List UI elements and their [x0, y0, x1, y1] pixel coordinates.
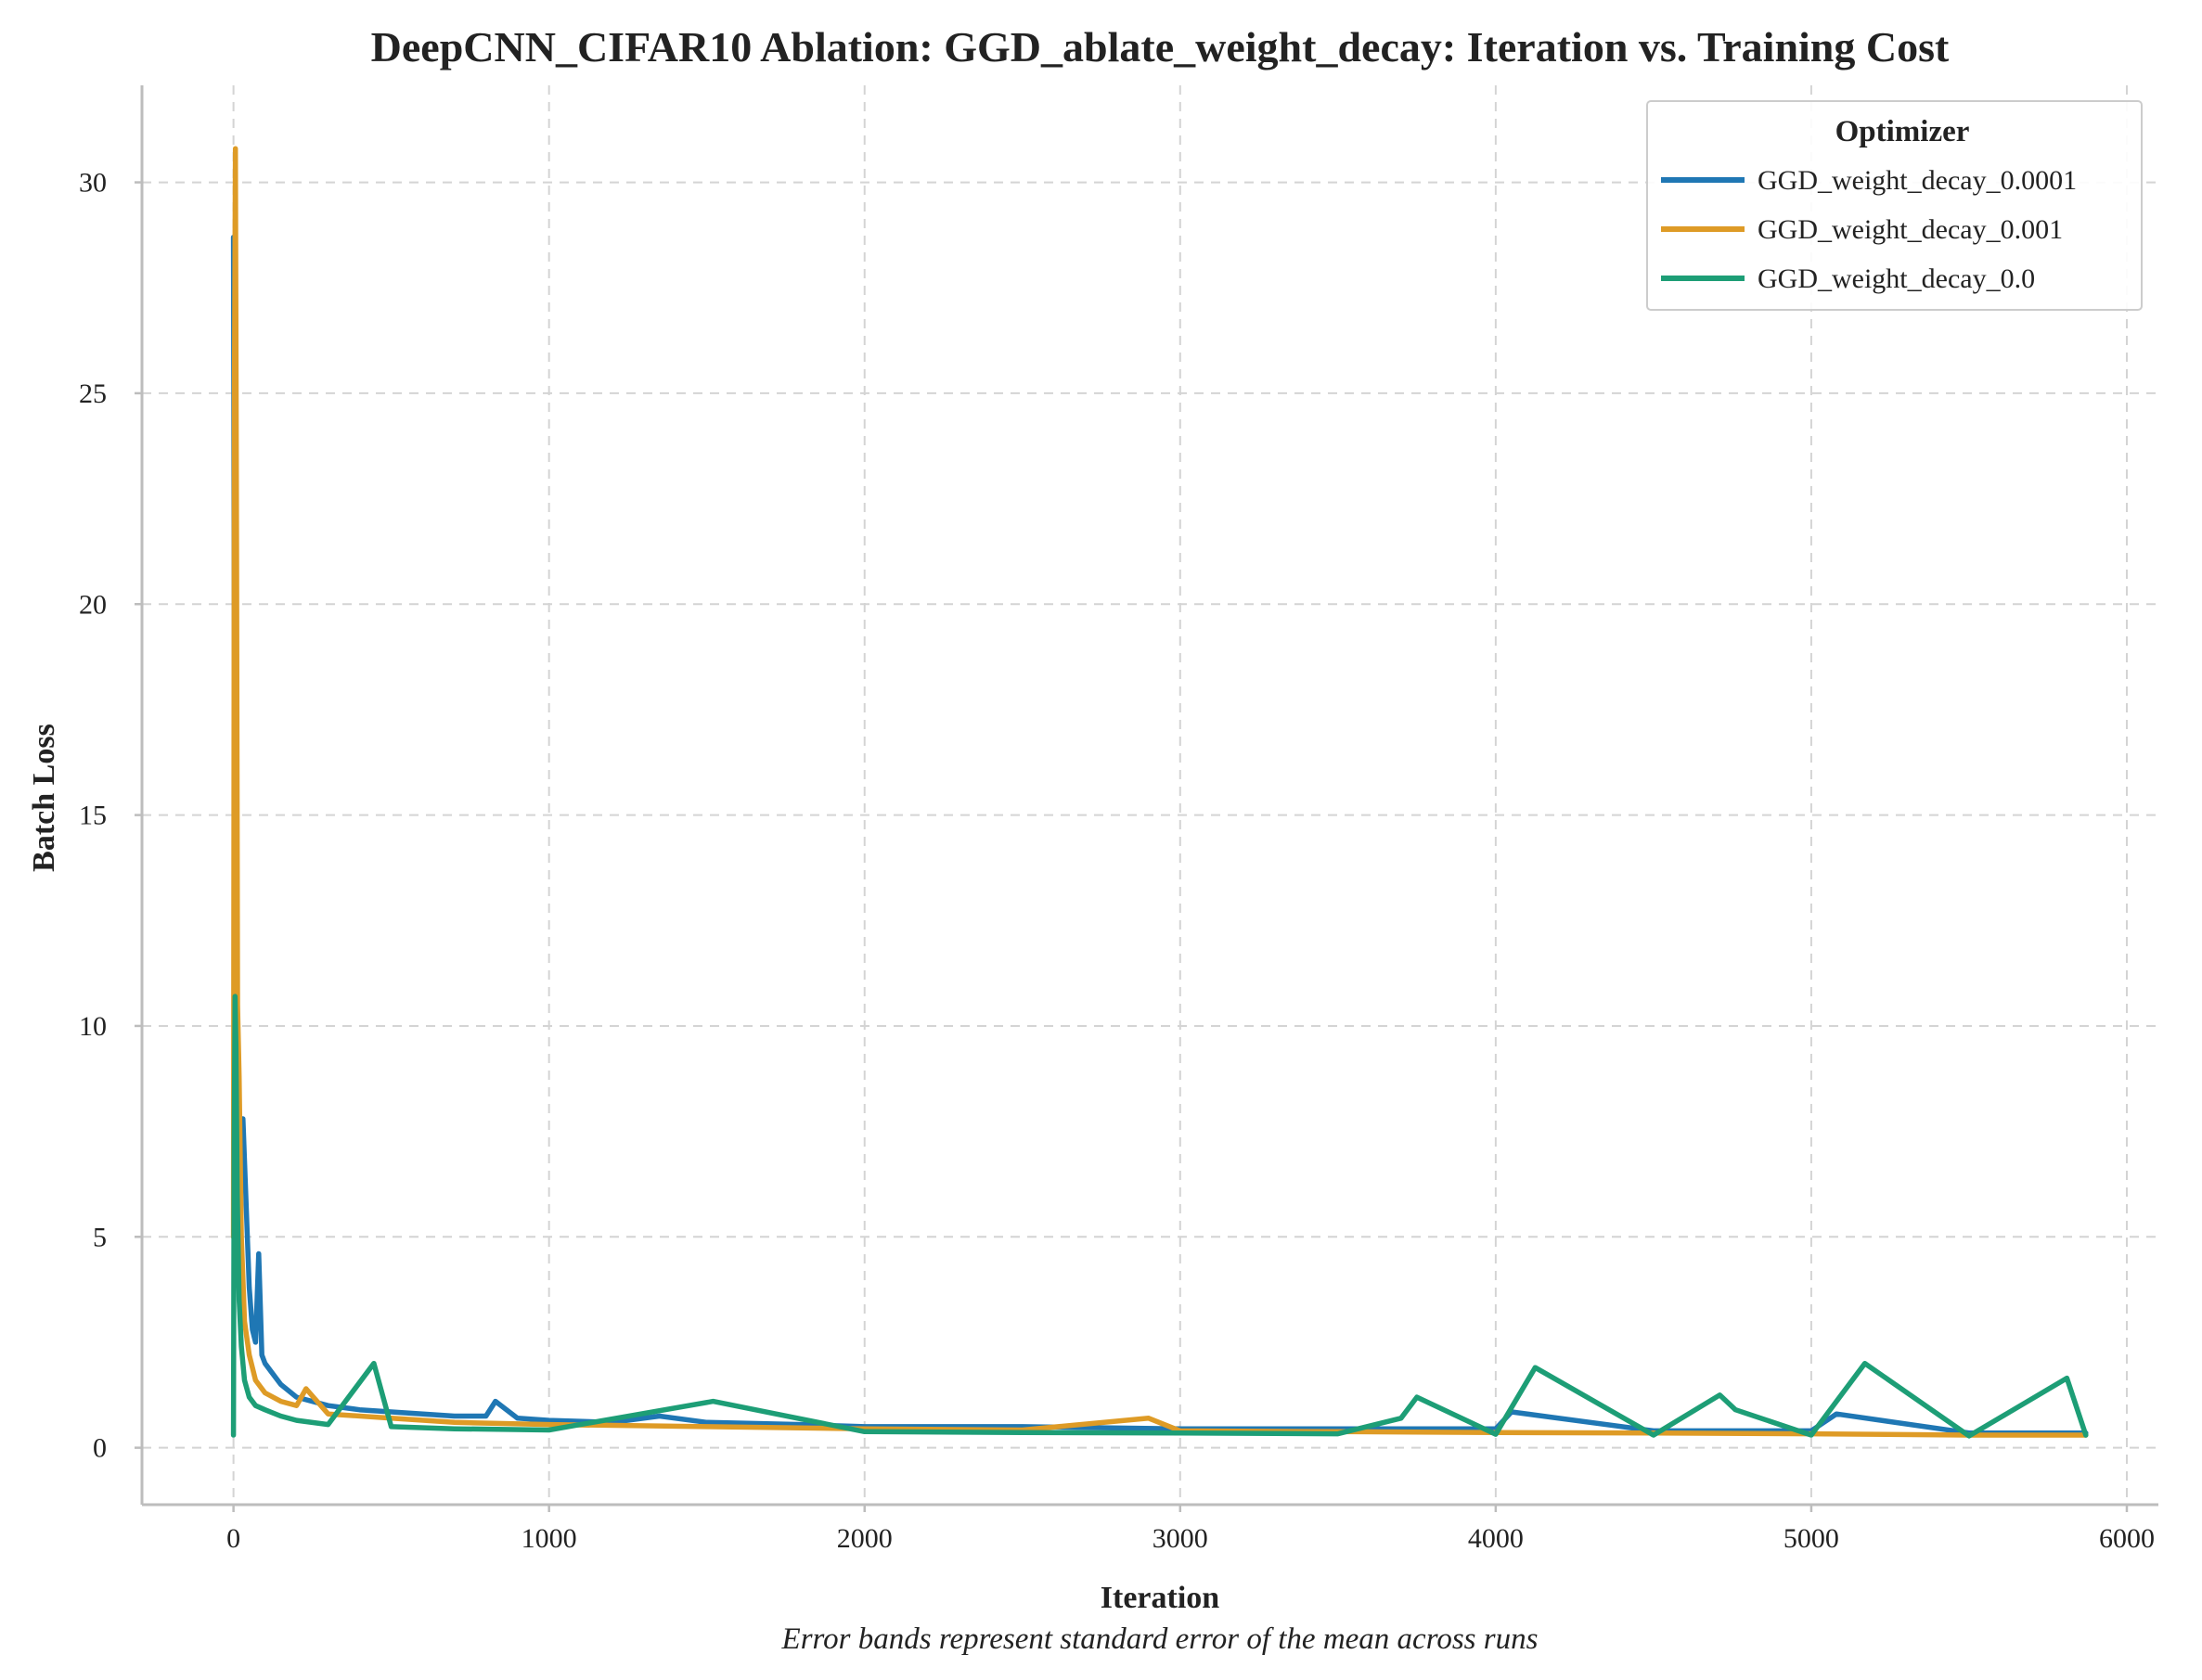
x-axis-label: Iteration	[1101, 1581, 1220, 1615]
chart-caption: Error bands represent standard error of …	[781, 1622, 1539, 1656]
series-line-2	[230, 994, 2089, 1439]
legend-label-2: GGD_weight_decay_0.0	[1758, 263, 2035, 294]
y-tick-label: 5	[93, 1222, 107, 1252]
legend: Optimizer GGD_weight_decay_0.0001GGD_wei…	[1646, 100, 2143, 311]
x-tick-label: 5000	[1783, 1523, 1839, 1554]
x-tick-label: 1000	[522, 1523, 577, 1554]
y-axis-label: Batch Loss	[27, 724, 61, 872]
tick-layer: 0 1000 2000 3000 4000 5000 6000 0 5 10 15 20 25 30	[79, 168, 2155, 1554]
legend-title: Optimizer	[1835, 115, 1970, 148]
legend-box	[1646, 100, 2143, 311]
x-tick-label: 3000	[1153, 1523, 1208, 1554]
series-layer	[230, 146, 2089, 1439]
legend-label-1: GGD_weight_decay_0.001	[1758, 214, 2063, 245]
x-tick-label: 4000	[1468, 1523, 1524, 1554]
chart-title: DeepCNN_CIFAR10 Ablation: GGD_ablate_wei…	[371, 23, 1950, 71]
series-line-0	[230, 234, 2089, 1436]
x-tick-label: 6000	[2099, 1523, 2155, 1554]
y-tick-label: 30	[79, 168, 107, 199]
legend-label-0: GGD_weight_decay_0.0001	[1758, 165, 2077, 196]
axes-layer	[140, 85, 2158, 1507]
legend-entries: GGD_weight_decay_0.0001 GGD_weight_decay_…	[1661, 165, 2077, 294]
x-tick-label: 0	[226, 1523, 240, 1554]
grid-layer	[142, 85, 2158, 1505]
y-tick-label: 20	[79, 589, 107, 620]
y-tick-label: 15	[79, 801, 107, 831]
y-tick-label: 10	[79, 1011, 107, 1042]
x-tick-label: 2000	[837, 1523, 893, 1554]
y-tick-label: 25	[79, 378, 107, 409]
series-line-1	[230, 146, 2089, 1438]
y-tick-label: 0	[93, 1433, 107, 1464]
